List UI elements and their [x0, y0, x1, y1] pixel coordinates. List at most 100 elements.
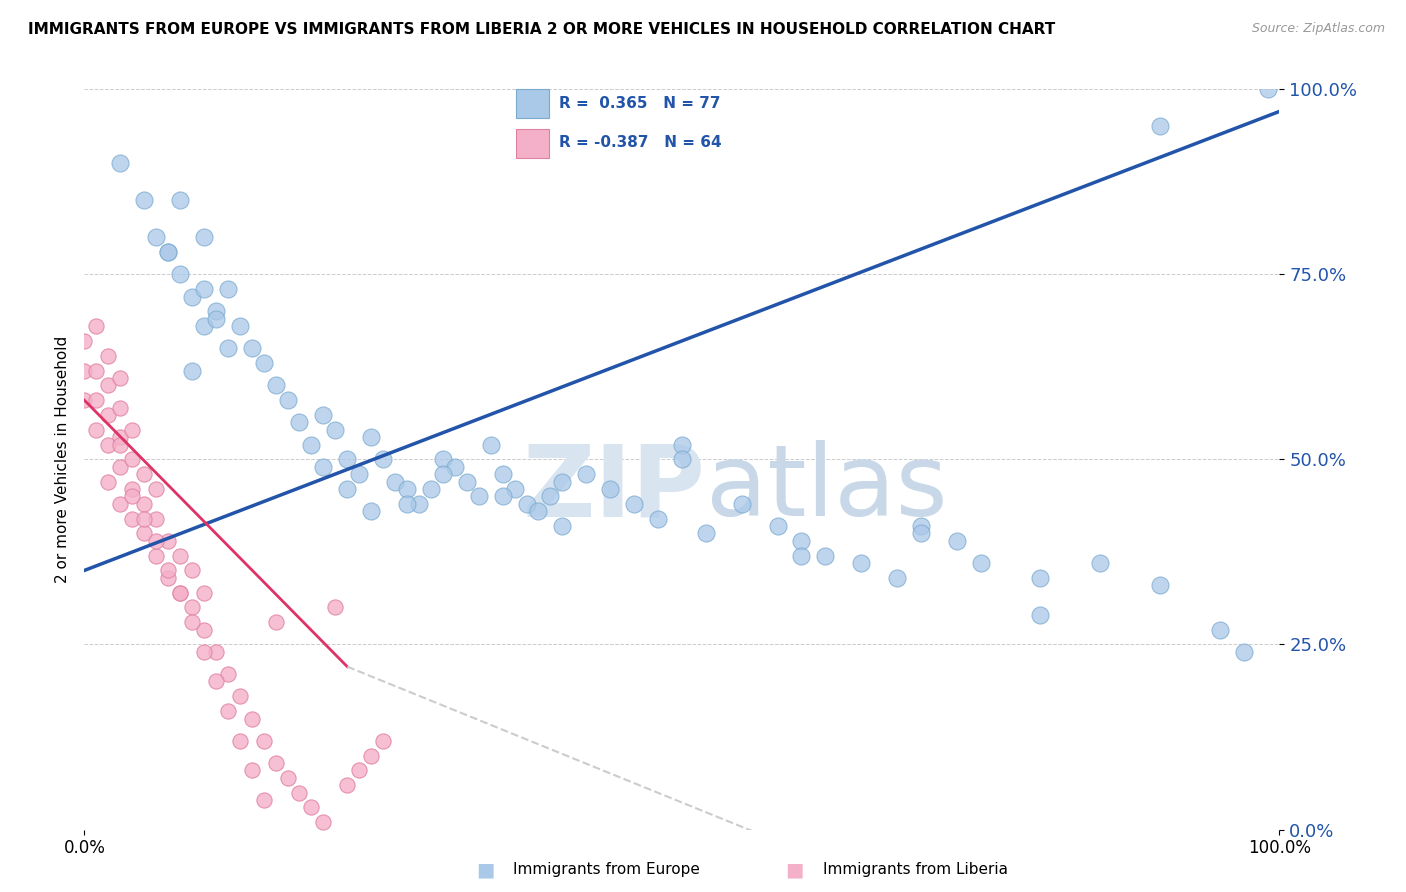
Point [145, 549, 167, 563]
Point [671, 437, 693, 451]
Point [181, 615, 204, 630]
Point [432, 452, 454, 467]
Point [288, 415, 311, 429]
Text: Source: ZipAtlas.com: Source: ZipAtlas.com [1251, 22, 1385, 36]
Point [86, 393, 108, 408]
Point [408, 497, 430, 511]
Point [1149, 578, 1171, 592]
Point [492, 467, 515, 482]
Point [360, 430, 382, 444]
Point [73, 393, 96, 408]
Point [373, 452, 395, 467]
Point [647, 511, 669, 525]
Point [86, 363, 108, 377]
Point [301, 437, 323, 451]
Point [444, 459, 467, 474]
Point [277, 771, 299, 785]
Point [110, 459, 132, 474]
Point [193, 645, 215, 659]
Point [396, 482, 419, 496]
Point [217, 282, 239, 296]
Point [97, 408, 120, 422]
Text: Immigrants from Europe: Immigrants from Europe [513, 863, 700, 877]
Point [301, 800, 323, 814]
Point [420, 482, 443, 496]
Point [181, 363, 204, 377]
Point [253, 356, 276, 370]
Point [97, 349, 120, 363]
Point [132, 193, 156, 207]
Point [336, 482, 359, 496]
Point [790, 549, 813, 563]
Point [527, 504, 550, 518]
Point [97, 378, 120, 392]
Point [264, 378, 287, 392]
Point [121, 489, 143, 503]
Point [193, 585, 215, 599]
Y-axis label: 2 or more Vehicles in Household: 2 or more Vehicles in Household [55, 335, 70, 583]
Point [73, 363, 96, 377]
Point [516, 497, 538, 511]
Point [132, 511, 156, 525]
Point [240, 712, 263, 726]
Point [349, 467, 371, 482]
Point [623, 497, 645, 511]
Point [1233, 645, 1256, 659]
Point [73, 334, 96, 348]
Point [132, 467, 156, 482]
Point [373, 733, 395, 747]
Point [217, 341, 239, 355]
Point [205, 674, 228, 689]
Point [695, 526, 717, 541]
Point [456, 475, 478, 489]
Text: ZIP: ZIP [523, 441, 706, 538]
Point [946, 533, 969, 548]
Point [121, 482, 143, 496]
Point [253, 793, 276, 807]
Point [432, 467, 454, 482]
Point [205, 645, 228, 659]
Point [886, 571, 908, 585]
Point [110, 156, 132, 170]
Point [325, 600, 347, 615]
Point [205, 311, 228, 326]
Point [851, 556, 873, 570]
Point [360, 504, 382, 518]
Point [731, 497, 754, 511]
Point [181, 564, 204, 578]
Point [1149, 119, 1171, 133]
Point [97, 437, 120, 451]
Point [157, 245, 180, 260]
Point [145, 230, 167, 244]
Point [503, 482, 526, 496]
Point [217, 704, 239, 718]
Point [157, 533, 180, 548]
Point [396, 497, 419, 511]
Point [910, 519, 932, 533]
Point [145, 482, 167, 496]
Point [814, 549, 837, 563]
Point [169, 585, 191, 599]
Point [336, 452, 359, 467]
Point [766, 519, 789, 533]
Point [110, 371, 132, 385]
Text: ■: ■ [785, 860, 804, 880]
Point [145, 533, 167, 548]
Point [671, 452, 693, 467]
Point [384, 475, 406, 489]
Point [360, 748, 382, 763]
Point [540, 489, 562, 503]
Text: ■: ■ [475, 860, 495, 880]
Point [193, 319, 215, 334]
Point [468, 489, 491, 503]
Point [193, 230, 215, 244]
Point [132, 526, 156, 541]
Point [169, 193, 191, 207]
Point [492, 489, 515, 503]
Point [551, 519, 574, 533]
Point [86, 319, 108, 334]
Point [121, 511, 143, 525]
Point [157, 571, 180, 585]
Point [110, 401, 132, 415]
Point [336, 778, 359, 792]
